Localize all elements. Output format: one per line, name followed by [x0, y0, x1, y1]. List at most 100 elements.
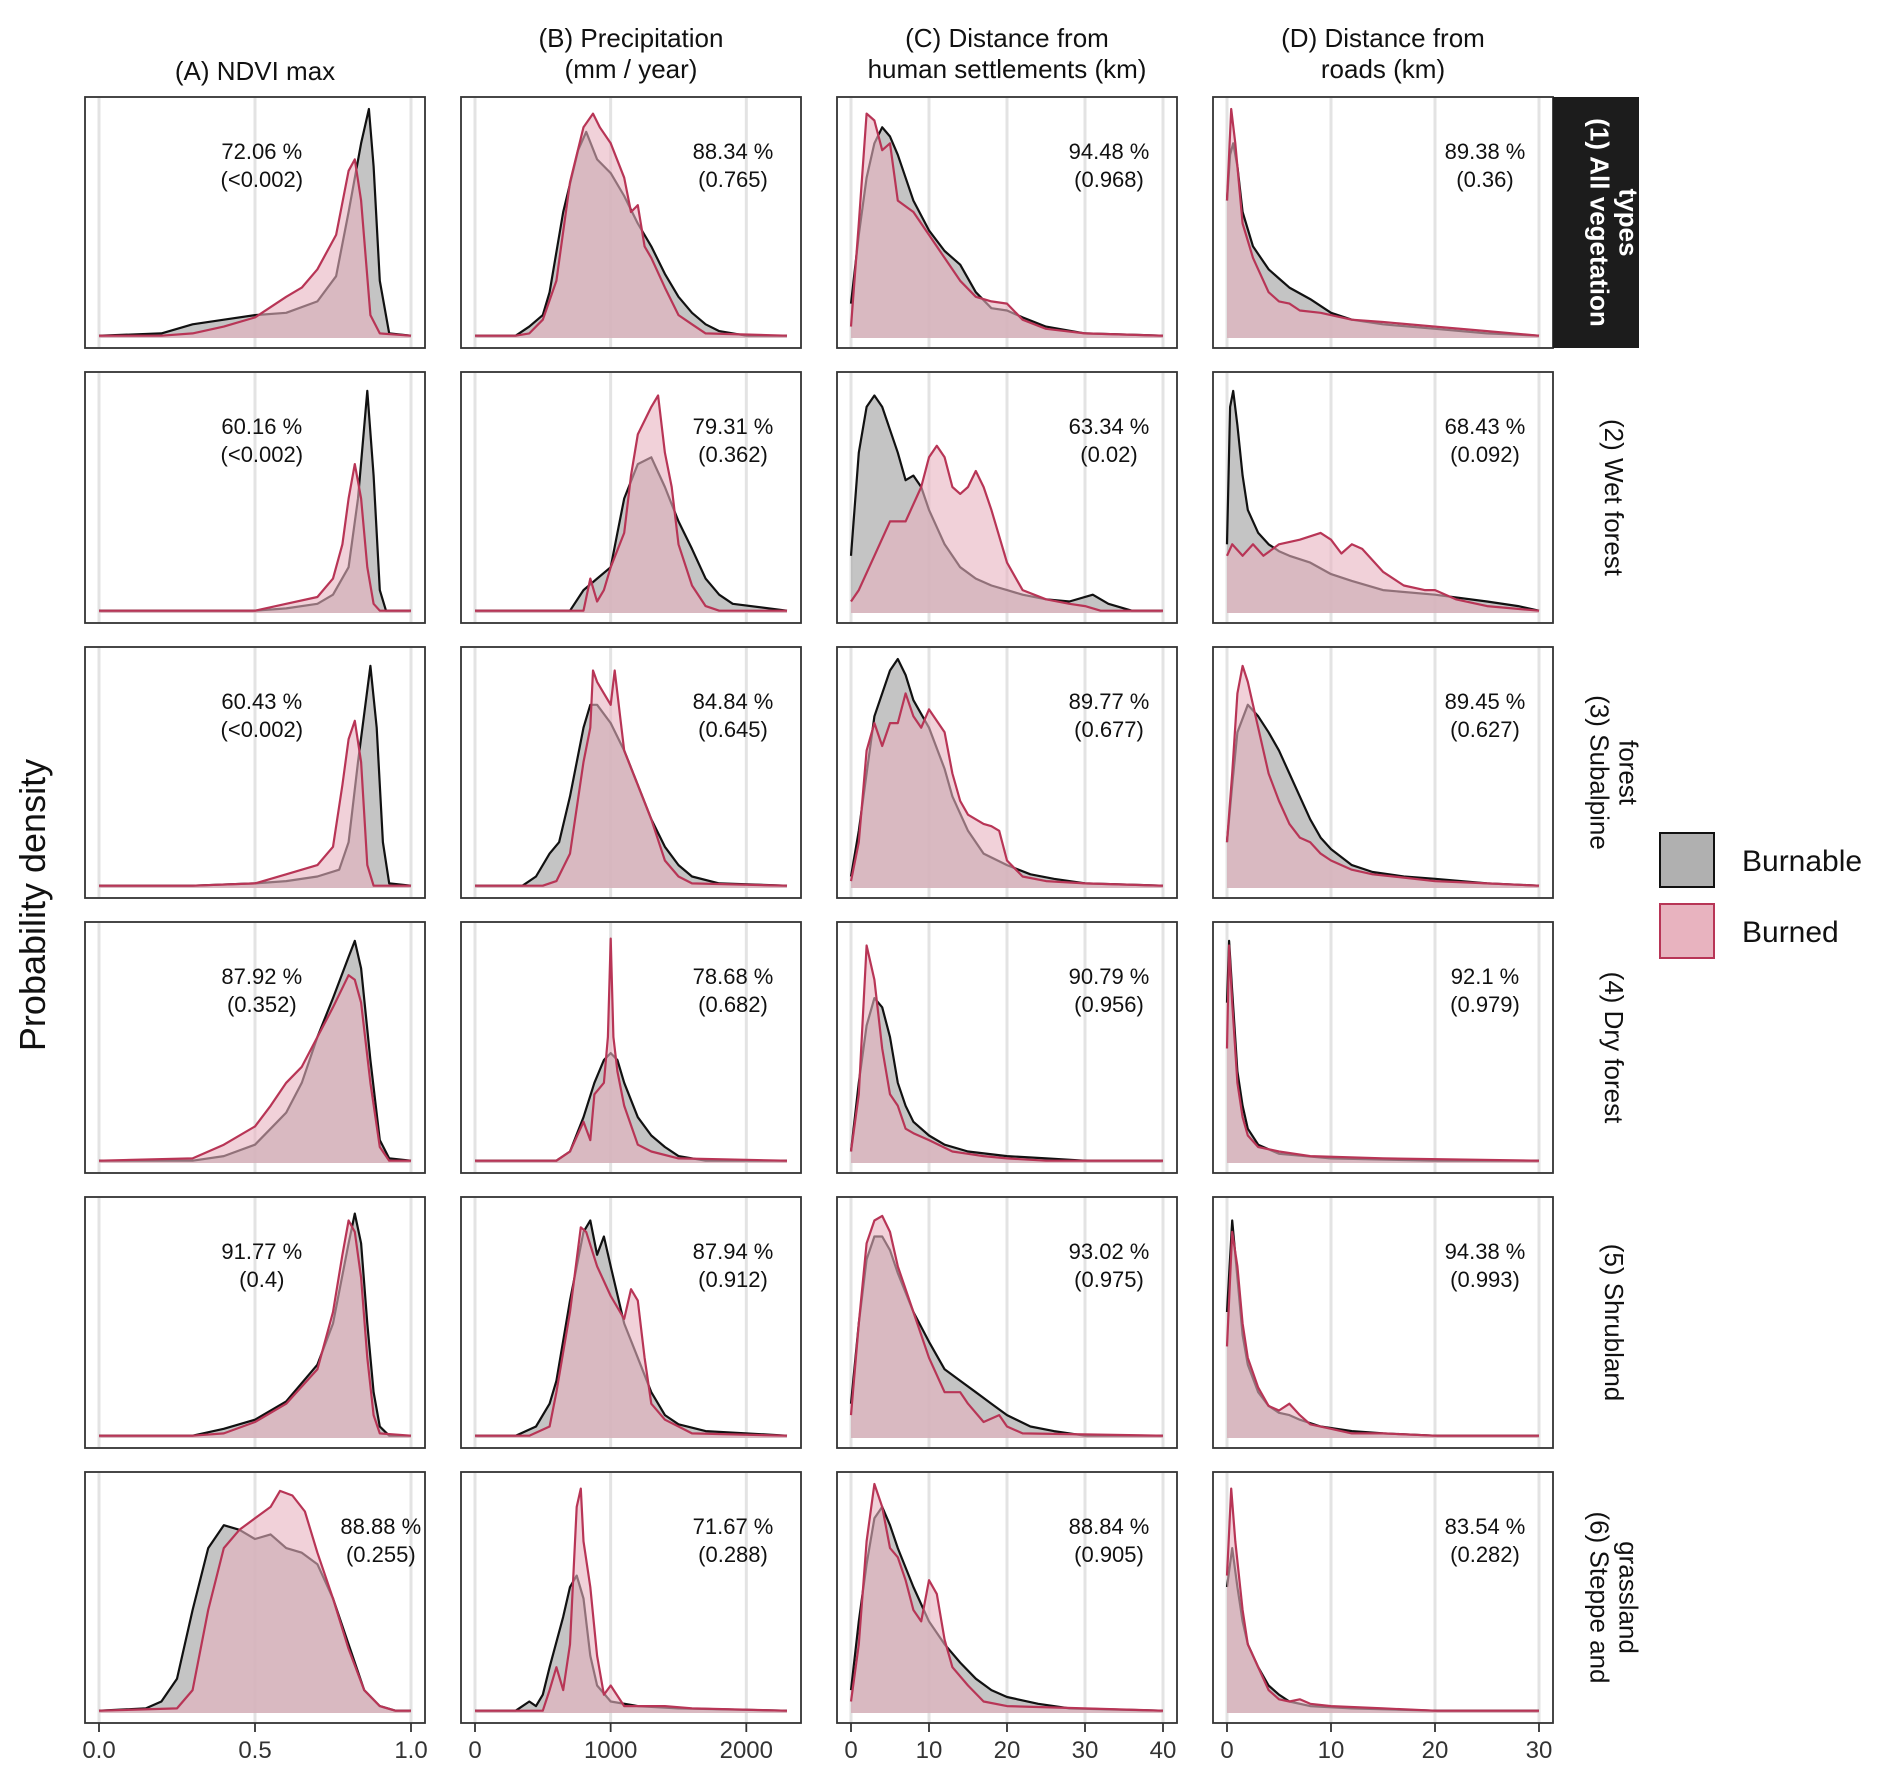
density-panel: 91.77 % (0.4): [84, 1196, 426, 1449]
panel-grid: 72.06 % (<0.002) 88.34 % (0.765) 94.48 % (0.9…: [84, 96, 1554, 1724]
panel-frame: [836, 921, 1178, 1174]
burned-area: [851, 945, 1163, 1163]
panel-stat-label: 71.67 %: [693, 1514, 774, 1539]
density-panel: 60.43 % (<0.002): [84, 646, 426, 899]
density-panel: 83.54 % (0.282): [1212, 1471, 1554, 1724]
panel-frame: [836, 646, 1178, 899]
panel-stat-label: (<0.002): [221, 167, 304, 192]
panel-stat-label: 89.77 %: [1069, 689, 1150, 714]
burned-line: [1225, 531, 1540, 612]
panel-stat-label: (0.627): [1450, 717, 1520, 742]
row-strip: (5) Shrubland: [1599, 1244, 1629, 1402]
row-strips: (1) All vegetation types (2) Wet forest (3)…: [1553, 97, 1644, 1684]
panel-stat-label: 94.38 %: [1445, 1239, 1526, 1264]
panel-stat-label: 60.16 %: [221, 414, 302, 439]
panel-frame: [84, 921, 426, 1174]
panel-frame: [460, 371, 802, 624]
panel-stat-label: 88.84 %: [1069, 1514, 1150, 1539]
burned-line: [475, 112, 788, 337]
density-panel: 88.88 % (0.255): [84, 1471, 426, 1724]
burned-line: [98, 974, 411, 1162]
panel-frame: [836, 1196, 1178, 1449]
density-panel: 94.38 % (0.993): [1212, 1196, 1554, 1449]
burned-area: [851, 693, 1163, 888]
x-tick-label: 0.0: [82, 1737, 115, 1764]
row-strip: (1) All vegetation types: [1585, 118, 1644, 327]
panel-stat-label: 93.02 %: [1069, 1239, 1150, 1264]
row-strip: (4) Dry forest: [1599, 972, 1629, 1124]
x-tick-label: 40: [1150, 1737, 1177, 1764]
panel-stat-label: (0.02): [1080, 442, 1137, 467]
burned-line: [1225, 107, 1540, 337]
panel-stat-label: (0.968): [1074, 167, 1144, 192]
burned-area: [1227, 665, 1539, 888]
panel-frame: [460, 1196, 802, 1449]
x-tick-label: 0: [1220, 1737, 1233, 1764]
panel-frame: [1212, 646, 1554, 899]
x-tick-label: 10: [1318, 1737, 1345, 1764]
panel-frame: [836, 371, 1178, 624]
burned-line: [99, 719, 411, 887]
burned-line: [475, 1226, 788, 1437]
strip-label: types: [1614, 189, 1644, 257]
column-title: (A) NDVI max: [175, 56, 335, 86]
burned-line: [475, 669, 788, 887]
strip-label: (1) All vegetation: [1585, 118, 1615, 327]
burned-area: [1227, 1231, 1539, 1438]
burned-line: [475, 937, 788, 1162]
row-strip: (3) Subalpine forest: [1585, 695, 1644, 850]
burned-area: [99, 975, 411, 1163]
column-title: (D) Distance from: [1281, 23, 1485, 53]
panel-frame: [460, 921, 802, 1174]
panel-stat-label: (0.993): [1450, 1267, 1520, 1292]
density-panel: 87.94 % (0.912): [460, 1196, 802, 1449]
panel-stat-label: 83.54 %: [1445, 1514, 1526, 1539]
burned-area: [851, 113, 1163, 338]
panel-stat-label: (0.4): [239, 1267, 284, 1292]
panel-stat-label: (0.975): [1074, 1267, 1144, 1292]
panel-frame: [836, 96, 1178, 349]
burned-line: [1225, 664, 1540, 887]
density-panel: 60.16 % (<0.002): [84, 371, 426, 624]
burned-area: [851, 445, 1163, 613]
panel-stat-label: (0.765): [698, 167, 768, 192]
burnable-area: [475, 1575, 787, 1713]
panel-stat-label: (<0.002): [221, 717, 304, 742]
panel-frame: [84, 96, 426, 349]
panel-stat-label: (0.092): [1450, 442, 1520, 467]
panel-stat-label: 87.92 %: [221, 964, 302, 989]
burnable-line: [475, 1219, 788, 1437]
burned-area: [475, 113, 787, 338]
panel-stat-label: 88.34 %: [693, 139, 774, 164]
burned-area: [851, 1215, 1163, 1438]
burned-line: [849, 1482, 1164, 1712]
burned-area: [1227, 109, 1539, 338]
panel-stat-label: 63.34 %: [1069, 414, 1150, 439]
density-panel: 89.45 % (0.627): [1212, 646, 1554, 899]
column-title: human settlements (km): [868, 54, 1147, 84]
panel-stat-label: 68.43 %: [1445, 414, 1526, 439]
burned-line: [99, 158, 412, 337]
row-strip: (6) Steppe and grassland: [1585, 1511, 1644, 1683]
panel-stat-label: (0.362): [698, 442, 768, 467]
density-panel: 72.06 % (<0.002): [84, 96, 426, 349]
strip-label: grassland: [1614, 1541, 1644, 1654]
panel-frame: [1212, 371, 1554, 624]
x-tick-label: 20: [1422, 1737, 1449, 1764]
density-panel: 89.77 % (0.677): [836, 646, 1178, 899]
strip-label: (5) Shrubland: [1599, 1244, 1629, 1402]
burned-area: [99, 720, 411, 888]
panel-frame: [1212, 1471, 1554, 1724]
panel-stat-label: 84.84 %: [693, 689, 774, 714]
burned-area: [1227, 1488, 1539, 1713]
burnable-line: [475, 1574, 788, 1712]
panel-frame: [460, 1471, 802, 1724]
x-tick-label: 10: [916, 1737, 943, 1764]
panel-stat-label: 88.88 %: [340, 1514, 421, 1539]
burnable-line: [1225, 1547, 1539, 1712]
density-panel: 78.68 % (0.682): [460, 921, 802, 1174]
x-tick-label: 1.0: [394, 1737, 427, 1764]
panel-stat-label: 89.38 %: [1445, 139, 1526, 164]
burned-area: [99, 1490, 411, 1713]
panel-stat-label: (0.255): [346, 1542, 416, 1567]
